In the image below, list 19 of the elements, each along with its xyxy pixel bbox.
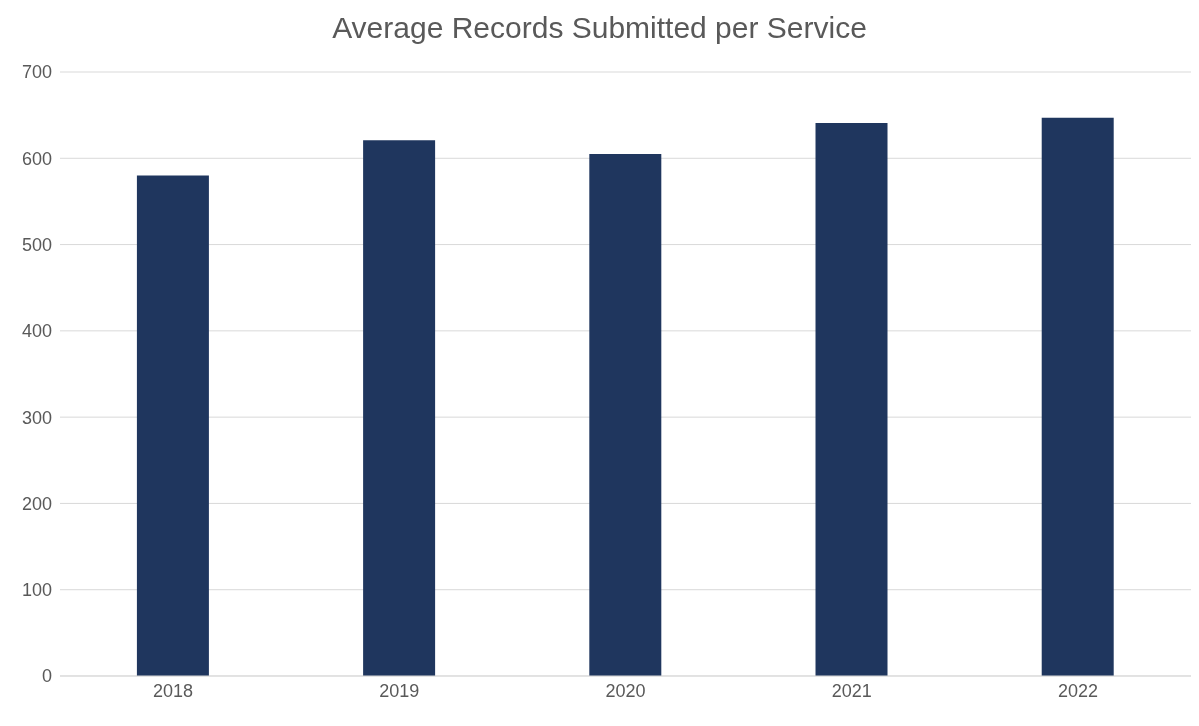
bar xyxy=(136,175,209,676)
bar xyxy=(1041,117,1114,676)
y-tick-label: 0 xyxy=(41,666,52,687)
y-tick-label: 700 xyxy=(21,62,52,83)
y-tick-label: 100 xyxy=(21,580,52,601)
x-tick-label: 2020 xyxy=(605,680,646,701)
x-tick-label: 2021 xyxy=(831,680,872,701)
bar xyxy=(589,153,662,676)
y-tick-label: 200 xyxy=(21,493,52,514)
y-tick-label: 600 xyxy=(21,148,52,169)
y-tick-label: 300 xyxy=(21,407,52,428)
bar xyxy=(815,122,888,676)
x-tick-label: 2022 xyxy=(1057,680,1098,701)
chart-title: Average Records Submitted per Service xyxy=(331,10,868,46)
x-tick-label: 2018 xyxy=(153,680,194,701)
y-tick-label: 400 xyxy=(21,321,52,342)
x-tick-label: 2019 xyxy=(379,680,420,701)
y-tick-label: 500 xyxy=(21,234,52,255)
bar xyxy=(363,140,436,676)
